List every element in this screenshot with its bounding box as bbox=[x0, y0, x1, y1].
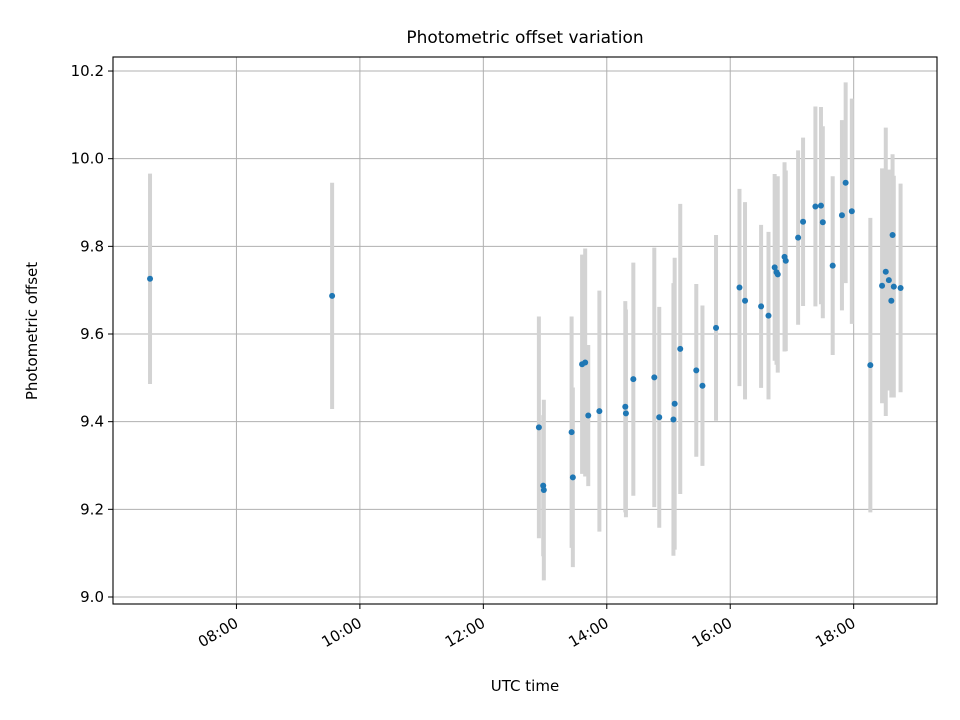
data-point bbox=[568, 429, 575, 436]
data-point bbox=[842, 179, 849, 186]
y-tick-label: 9.2 bbox=[80, 500, 104, 518]
data-point bbox=[622, 410, 629, 417]
data-point bbox=[888, 297, 895, 304]
data-point bbox=[812, 203, 819, 210]
data-point bbox=[800, 218, 807, 225]
data-point bbox=[879, 282, 886, 289]
data-point bbox=[582, 359, 589, 366]
y-tick-label: 9.0 bbox=[80, 588, 104, 606]
data-point bbox=[147, 275, 154, 282]
data-points bbox=[147, 179, 904, 494]
data-point bbox=[699, 382, 706, 389]
data-point bbox=[535, 424, 542, 431]
y-tick-label: 10.0 bbox=[71, 150, 104, 168]
y-tick-label: 9.4 bbox=[80, 413, 104, 431]
data-point bbox=[819, 219, 826, 226]
y-tick-label: 9.8 bbox=[80, 237, 104, 255]
data-point bbox=[890, 283, 897, 290]
y-tick-label: 10.2 bbox=[71, 62, 104, 80]
data-point bbox=[889, 231, 896, 238]
data-point bbox=[848, 208, 855, 215]
data-point bbox=[867, 362, 874, 369]
data-point bbox=[596, 408, 603, 415]
data-point bbox=[630, 376, 637, 383]
data-point bbox=[651, 374, 658, 381]
data-point bbox=[885, 277, 892, 284]
data-point bbox=[774, 271, 781, 278]
data-point bbox=[329, 292, 336, 299]
x-axis-label: UTC time bbox=[491, 677, 559, 695]
data-point bbox=[782, 257, 789, 264]
data-point bbox=[795, 234, 802, 241]
y-axis-label: Photometric offset bbox=[23, 262, 41, 400]
data-point bbox=[897, 284, 904, 291]
data-point bbox=[540, 487, 547, 494]
data-point bbox=[765, 312, 772, 319]
data-point bbox=[771, 264, 778, 271]
data-point bbox=[713, 324, 720, 331]
data-point bbox=[742, 297, 749, 304]
data-point bbox=[585, 412, 592, 419]
data-point bbox=[829, 262, 836, 269]
data-point bbox=[693, 367, 700, 374]
plot-area-frame bbox=[112, 56, 938, 605]
data-point bbox=[540, 482, 547, 489]
data-point bbox=[838, 212, 845, 219]
data-point bbox=[622, 403, 629, 410]
data-point bbox=[656, 414, 663, 421]
data-point bbox=[736, 284, 743, 291]
data-point bbox=[671, 400, 678, 407]
data-point bbox=[817, 202, 824, 209]
data-point bbox=[569, 474, 576, 481]
data-point bbox=[677, 345, 684, 352]
data-point bbox=[670, 416, 677, 423]
data-point bbox=[758, 303, 765, 310]
data-point bbox=[882, 268, 889, 275]
y-tick-label: 9.6 bbox=[80, 325, 104, 343]
chart-title: Photometric offset variation bbox=[406, 28, 643, 48]
